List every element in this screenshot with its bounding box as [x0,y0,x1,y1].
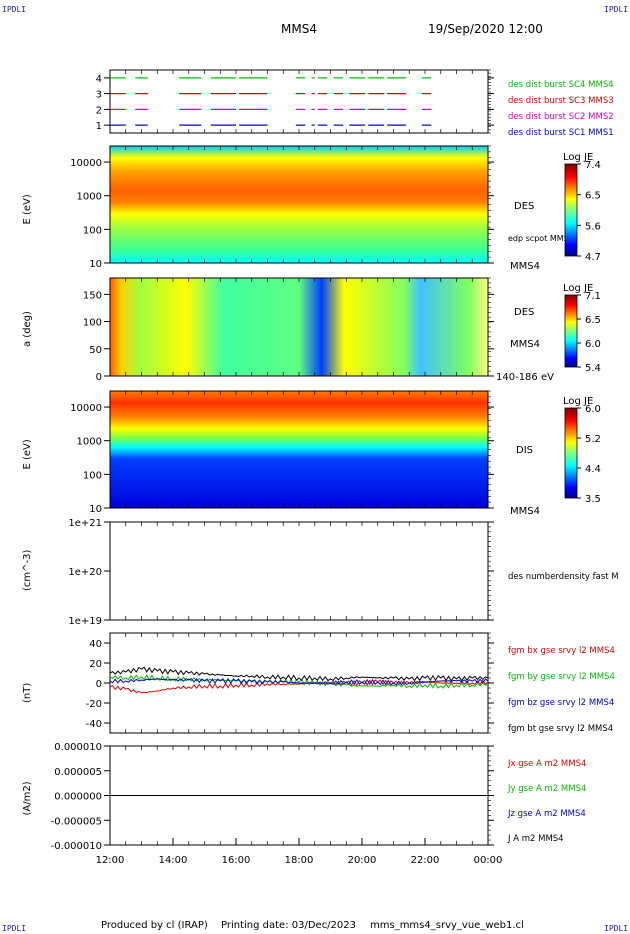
burst-legend-entry: des dist burst SC4 MMS4 [508,80,614,90]
current-ytick-label: 0.000010 [54,742,102,753]
density-legend-entry: des numberdensity fast M [508,572,619,582]
des-energy-colorbar [564,163,578,257]
fgm-legend-entry: fgm bt gse srvy l2 MMS4 [508,724,613,734]
burst-ytick-label: 2 [96,105,102,116]
footer-filename: mms_mms4_srvy_vue_web1.cl [370,920,524,931]
current-ylabel: (A/m2) [22,781,33,815]
footer-producer: Produced by cl (IRAP) [101,920,208,931]
des-pitch-ytick-label: 100 [83,318,102,329]
current-legend-entry: Jx gse A m2 MMS4 [507,759,586,769]
des-energy-colorbar-tick-label: 7.4 [585,160,601,171]
des-pitch-colorbar-tick-label: 7.1 [585,291,601,302]
time-axis-label: 22:00 [411,855,440,866]
des-energy-colorbar-tick-label: 6.5 [585,191,601,202]
density-frame [109,521,489,621]
time-axis-label: 12:00 [96,855,125,866]
des-energy-ytick-label: 100 [83,225,102,236]
summary-plot: 4 3 2 1 des dist burst SC4 MMS4 des dist burs… [22,69,619,866]
des-energy-bottom-label: MMS4 [510,261,540,272]
des-pitch-colorbar-title: Log JE [563,283,593,294]
dis-energy-ylabel: E (eV) [22,439,33,469]
des-pitch-colorbar-tick-label: 6.0 [585,339,601,350]
datetime-title: 19/Sep/2020 12:00 [428,22,543,36]
des-pitch-spacecraft: MMS4 [510,339,540,350]
dis-energy-instrument: DIS [516,445,533,456]
current-legend-entry: J A m2 MMS4 [507,834,564,844]
density-ylabel: (cm^-3) [22,550,33,591]
des-energy-instrument: DES [514,201,534,212]
dis-energy-colorbar-tick-label: 4.4 [585,464,601,475]
dis-energy-colorbar [564,407,578,499]
time-axis-label: 18:00 [285,855,314,866]
density-ytick-label: 1e+20 [68,567,102,578]
dis-energy-ytick-label: 10 [89,504,102,515]
fgm-legend-entry: fgm bx gse srvy l2 MMS4 [508,646,615,656]
fgm-legend-entry: fgm bz gse srvy l2 MMS4 [508,698,614,708]
density-ytick-label: 1e+19 [68,616,102,627]
fgm-ytick-label: 40 [89,639,102,650]
fgm-ytick-label: 20 [89,659,102,670]
burst-legend-entry: des dist burst SC2 MMS2 [508,112,614,122]
current-legend-entry: Jz gse A m2 MMS4 [507,809,586,819]
current-ytick-label: 0.000005 [54,767,102,778]
fgm-series-line [109,677,489,686]
dis-energy-ytick-label: 1000 [77,437,102,448]
burst-ytick-label: 1 [96,121,102,132]
footer-printing-date: Printing date: 03/Dec/2023 [221,920,357,931]
des-pitch-ylabel: a (deg) [22,311,33,347]
dis-energy-ytick-label: 10000 [70,403,102,414]
des-pitch-heatmap [110,278,488,376]
des-energy-ytick-label: 10000 [70,158,102,169]
des-pitch-colorbar-tick-label: 5.4 [585,363,601,374]
current-legend-entry: Jy gse A m2 MMS4 [507,784,586,794]
fgm-ytick-label: 0 [96,679,102,690]
fgm-series-line [109,674,489,689]
corner-label-bottom-left: IPDLI [2,924,27,933]
time-axis-label: 00:00 [474,855,503,866]
des-pitch-bottom-label: 140-186 eV [496,372,554,383]
current-ytick-label: 0.000000 [54,792,102,803]
des-pitch-ytick-label: 50 [89,345,102,356]
des-pitch-colorbar [564,294,578,368]
des-energy-ytick-label: 10 [89,259,102,270]
des-pitch-ytick-label: 150 [83,290,102,301]
spacecraft-title: MMS4 [281,22,317,36]
burst-legend-entry: des dist burst SC1 MMS1 [508,128,614,138]
fgm-ytick-label: -40 [86,719,102,730]
corner-label-bottom-right: IPDLI [604,924,629,933]
des-pitch-colorbar-tick-label: 6.5 [585,315,601,326]
des-energy-colorbar-tick-label: 5.6 [585,221,601,232]
dis-energy-ytick-label: 100 [83,470,102,481]
time-axis-label: 16:00 [222,855,251,866]
burst-legend-entry: des dist burst SC3 MMS3 [508,96,614,106]
corner-label-top-left: IPDLI [2,5,27,14]
des-energy-heatmap [110,146,488,263]
fgm-series-line [109,666,489,682]
dis-energy-bottom-label: MMS4 [510,506,540,517]
des-pitch-ytick-label: 0 [96,372,102,383]
des-energy-ytick-label: 1000 [77,192,102,203]
burst-ytick-label: 4 [96,74,102,85]
current-ytick-label: -0.000010 [51,841,102,852]
dis-energy-colorbar-tick-label: 3.5 [585,494,601,505]
time-axis-label: 14:00 [159,855,188,866]
dis-energy-colorbar-title: Log JE [563,396,593,407]
current-ytick-label: -0.000005 [51,816,102,827]
des-energy-ylabel: E (eV) [22,194,33,224]
fgm-ytick-label: -20 [86,699,102,710]
des-energy-colorbar-tick-label: 4.7 [585,252,601,263]
corner-label-top-right: IPDLI [604,5,629,14]
dis-energy-colorbar-tick-label: 6.0 [585,404,601,415]
des-pitch-instrument: DES [514,307,534,318]
burst-ytick-label: 3 [96,90,102,101]
time-axis-label: 20:00 [348,855,377,866]
fgm-legend-entry: fgm by gse srvy l2 MMS4 [508,672,615,682]
fgm-ylabel: (nT) [22,683,33,703]
burst-panel-frame [109,69,489,134]
dis-energy-heatmap [110,391,488,508]
des-energy-side-label: edp scpot MMS4 [508,234,574,243]
density-ytick-label: 1e+21 [68,518,102,529]
dis-energy-colorbar-tick-label: 5.2 [585,434,601,445]
des-energy-colorbar-title: Log JE [563,152,593,163]
